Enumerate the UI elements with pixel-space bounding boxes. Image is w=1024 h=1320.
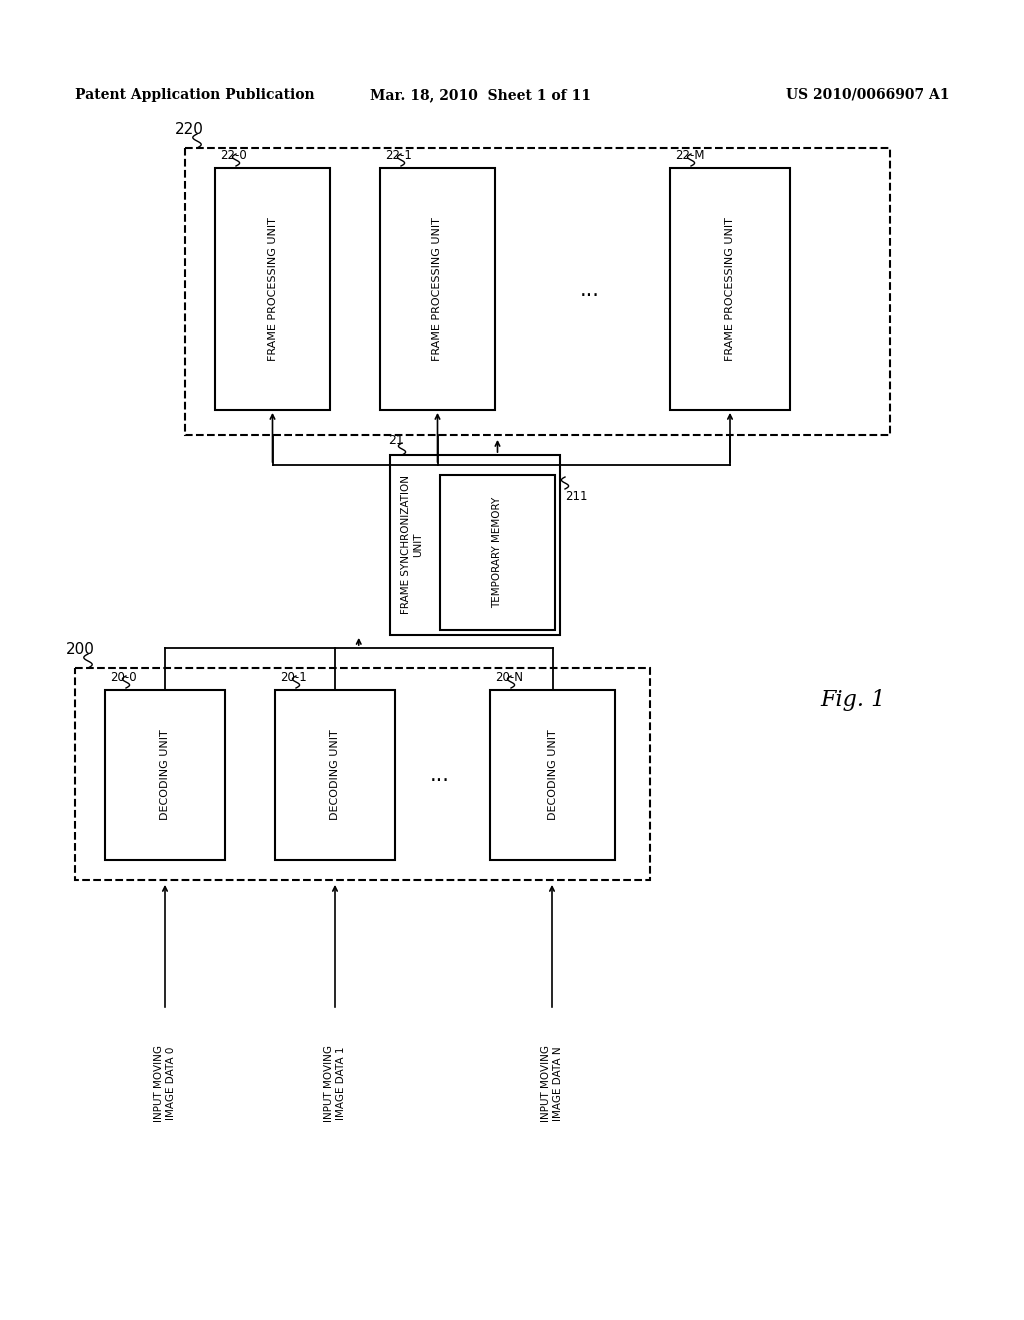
Text: DECODING UNIT: DECODING UNIT xyxy=(330,730,340,820)
Text: FRAME PROCESSING UNIT: FRAME PROCESSING UNIT xyxy=(725,216,735,360)
Text: 22-0: 22-0 xyxy=(220,149,247,162)
Text: ...: ... xyxy=(580,280,600,300)
Bar xyxy=(275,690,395,861)
Text: FRAME SYNCHRONIZATION
UNIT: FRAME SYNCHRONIZATION UNIT xyxy=(401,475,423,615)
Text: FRAME PROCESSING UNIT: FRAME PROCESSING UNIT xyxy=(267,216,278,360)
Text: 211: 211 xyxy=(565,490,588,503)
Text: INPUT MOVING
IMAGE DATA 0: INPUT MOVING IMAGE DATA 0 xyxy=(155,1045,176,1122)
Text: ...: ... xyxy=(430,766,450,785)
Text: 200: 200 xyxy=(66,642,95,657)
Bar xyxy=(380,168,495,411)
Text: 20-N: 20-N xyxy=(495,671,523,684)
Text: 22-1: 22-1 xyxy=(385,149,412,162)
Text: 220: 220 xyxy=(175,121,204,137)
Text: Fig. 1: Fig. 1 xyxy=(820,689,886,711)
Text: Patent Application Publication: Patent Application Publication xyxy=(75,88,314,102)
Bar xyxy=(105,690,225,861)
Text: 21: 21 xyxy=(388,434,403,447)
Bar xyxy=(440,475,555,630)
Bar xyxy=(185,148,890,436)
Text: 20-0: 20-0 xyxy=(110,671,136,684)
Bar xyxy=(390,455,560,635)
Bar xyxy=(490,690,615,861)
Text: Mar. 18, 2010  Sheet 1 of 11: Mar. 18, 2010 Sheet 1 of 11 xyxy=(370,88,591,102)
Text: 20-1: 20-1 xyxy=(280,671,307,684)
Bar xyxy=(75,668,650,880)
Text: TEMPORARY MEMORY: TEMPORARY MEMORY xyxy=(493,496,503,609)
Text: US 2010/0066907 A1: US 2010/0066907 A1 xyxy=(786,88,950,102)
Text: INPUT MOVING
IMAGE DATA N: INPUT MOVING IMAGE DATA N xyxy=(542,1045,563,1122)
Text: 22-M: 22-M xyxy=(675,149,705,162)
Text: FRAME PROCESSING UNIT: FRAME PROCESSING UNIT xyxy=(432,216,442,360)
Text: INPUT MOVING
IMAGE DATA 1: INPUT MOVING IMAGE DATA 1 xyxy=(325,1045,346,1122)
Bar xyxy=(215,168,330,411)
Text: DECODING UNIT: DECODING UNIT xyxy=(548,730,557,820)
Bar xyxy=(670,168,790,411)
Text: DECODING UNIT: DECODING UNIT xyxy=(160,730,170,820)
